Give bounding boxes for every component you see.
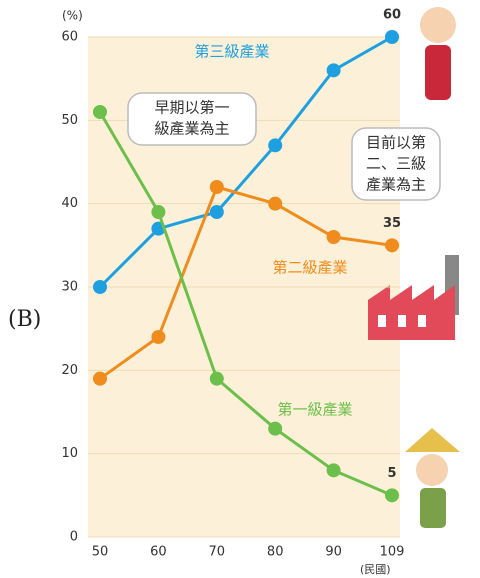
chart: (B) (%) (民國) 0 10 20 30 40 50 60 50 60 70 80 90 109 6… xyxy=(0,0,480,578)
data-point xyxy=(93,372,107,386)
series-name: 第三級產業 xyxy=(194,43,269,61)
series-name: 第二級產業 xyxy=(272,259,347,277)
series-name: 第一級產業 xyxy=(277,401,352,419)
panel-label: (B) xyxy=(8,307,41,332)
data-point xyxy=(327,63,341,77)
x-tick-label: 60 xyxy=(150,545,167,560)
data-point xyxy=(151,330,165,344)
data-label: 5 xyxy=(387,466,396,481)
x-axis-label: (民國) xyxy=(360,563,391,576)
callout-text: 早期以第一 xyxy=(154,99,229,117)
y-tick-label: 10 xyxy=(61,446,78,461)
data-point xyxy=(268,138,282,152)
callout-text: 級產業為主 xyxy=(154,120,229,138)
y-tick-label: 30 xyxy=(61,280,78,295)
y-tick-label: 0 xyxy=(70,530,78,545)
x-tick-label: 70 xyxy=(209,545,226,560)
data-point xyxy=(93,280,107,294)
callout-text: 二、三級 xyxy=(366,155,426,173)
worker-icon xyxy=(420,7,456,100)
x-tick-label: 90 xyxy=(325,545,342,560)
x-tick-label: 109 xyxy=(380,545,405,560)
y-tick-label: 40 xyxy=(61,196,78,211)
farmer-icon xyxy=(405,428,460,528)
data-point xyxy=(151,205,165,219)
x-tick-label: 50 xyxy=(92,545,109,560)
data-point xyxy=(268,422,282,436)
y-axis-label: (%) xyxy=(62,9,83,23)
y-tick-label: 20 xyxy=(61,363,78,378)
data-point xyxy=(210,205,224,219)
data-point xyxy=(327,230,341,244)
y-tick-label: 50 xyxy=(61,113,78,128)
data-point xyxy=(385,238,399,252)
data-point xyxy=(385,488,399,502)
data-label: 35 xyxy=(383,216,401,231)
data-point xyxy=(210,180,224,194)
y-tick-label: 60 xyxy=(61,30,78,45)
callout-text: 目前以第 xyxy=(366,134,426,152)
callout-text: 產業為主 xyxy=(366,176,426,194)
data-label: 60 xyxy=(383,8,401,23)
data-point xyxy=(327,463,341,477)
x-tick-label: 80 xyxy=(267,545,284,560)
data-point xyxy=(93,105,107,119)
data-point xyxy=(210,372,224,386)
data-point xyxy=(268,197,282,211)
data-point xyxy=(385,30,399,44)
